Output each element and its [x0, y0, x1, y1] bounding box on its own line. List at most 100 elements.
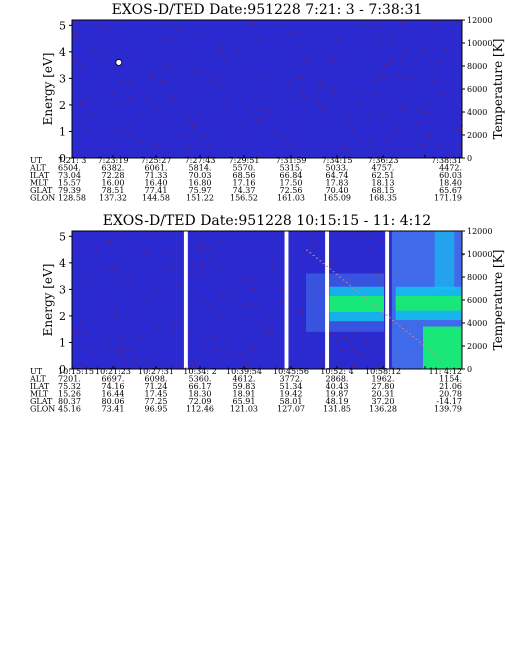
speckle-cell	[101, 141, 103, 143]
table-cell: 1962.	[372, 375, 395, 384]
speckle-cell	[422, 49, 426, 51]
speckle-cell	[72, 21, 74, 23]
table-row-label-glon: GLON	[30, 405, 55, 414]
speckle-cell	[90, 112, 93, 114]
speckle-cell	[253, 24, 256, 26]
trace-dot	[335, 273, 338, 275]
speckle-cell	[302, 63, 306, 65]
speckle-cell	[451, 46, 454, 48]
speckle-cell	[363, 282, 366, 284]
speckle-cell	[175, 285, 178, 287]
speckle-cell	[119, 80, 123, 82]
speckle-cell	[396, 42, 399, 44]
speckle-cell	[313, 243, 316, 245]
speckle-cell	[140, 81, 142, 83]
speckle-cell	[400, 75, 404, 77]
speckle-cell	[302, 98, 305, 100]
table-cell: 79.39	[58, 186, 81, 195]
table-cell: 4612.	[233, 375, 256, 384]
table-cell: 1154.	[439, 375, 462, 384]
trace-dot	[332, 271, 335, 273]
speckle-cell	[359, 137, 362, 139]
speckle-cell	[142, 266, 146, 268]
speckle-cell	[195, 122, 197, 124]
table-cell: 127.07	[277, 405, 305, 414]
speckle-cell	[347, 120, 350, 121]
speckle-cell	[274, 269, 276, 271]
speckle-cell	[376, 271, 379, 273]
speckle-cell	[101, 298, 103, 300]
speckle-cell	[210, 155, 213, 157]
speckle-cell	[157, 85, 161, 86]
trace-dot	[312, 255, 315, 256]
speckle-cell	[364, 354, 366, 356]
speckle-cell	[95, 344, 97, 346]
speckle-cell	[116, 131, 119, 133]
speckle-cell	[189, 32, 191, 34]
speckle-cell	[275, 42, 279, 44]
table-row-label-glat: GLAT	[30, 186, 53, 195]
speckle-cell	[365, 275, 368, 277]
speckle-cell	[341, 143, 343, 145]
speckle-cell	[169, 100, 173, 102]
speckle-cell	[377, 365, 379, 367]
speckle-cell	[313, 285, 315, 287]
speckle-cell	[302, 152, 306, 154]
speckle-cell	[144, 26, 146, 28]
speckle-cell	[193, 72, 196, 74]
speckle-cell	[194, 102, 196, 104]
speckle-cell	[420, 144, 424, 145]
speckle-cell	[343, 117, 346, 119]
table-cell: 7:25:27	[141, 156, 172, 165]
speckle-cell	[191, 126, 194, 127]
speckle-cell	[343, 254, 347, 256]
table-cell: 7:31:59	[276, 156, 307, 165]
speckle-cell	[132, 359, 136, 361]
speckle-cell	[80, 104, 83, 106]
speckle-cell	[362, 362, 364, 364]
speckle-cell	[444, 47, 447, 49]
speckle-cell	[108, 330, 111, 332]
table-cell: 3772.	[280, 375, 303, 384]
trace-dot	[378, 309, 381, 311]
speckle-cell	[165, 339, 167, 340]
speckle-cell	[295, 361, 297, 363]
speckle-cell	[153, 150, 156, 152]
speckle-cell	[351, 362, 354, 364]
speckle-cell	[345, 119, 348, 120]
speckle-cell	[234, 142, 237, 144]
speckle-cell	[261, 231, 264, 233]
speckle-cell	[429, 55, 433, 57]
speckle-cell	[355, 366, 357, 368]
speckle-cell	[192, 138, 195, 140]
speckle-cell	[379, 93, 381, 95]
speckle-cell	[127, 276, 131, 278]
speckle-cell	[101, 57, 104, 59]
table-cell: 45.16	[58, 405, 81, 414]
trace-dot	[425, 347, 428, 348]
speckle-cell	[361, 235, 364, 237]
speckle-cell	[227, 116, 230, 118]
speckle-cell	[159, 23, 163, 25]
speckle-cell	[382, 329, 385, 331]
speckle-cell	[381, 46, 384, 48]
speckle-cell	[222, 314, 225, 316]
speckle-cell	[270, 51, 272, 53]
speckle-cell	[102, 341, 104, 343]
trace-dot	[342, 279, 345, 281]
speckle-cell	[342, 124, 345, 125]
speckle-cell	[118, 41, 122, 43]
speckle-cell	[372, 24, 374, 26]
speckle-cell	[170, 97, 174, 99]
speckle-cell	[105, 148, 107, 150]
table-cell: 66.84	[280, 171, 303, 180]
table-cell: 6061.	[145, 164, 168, 173]
speckle-cell	[284, 138, 286, 140]
speckle-cell	[104, 30, 107, 32]
table-cell: 70.03	[189, 171, 212, 180]
y-right-tick-label: 10000	[467, 250, 492, 259]
table-cell: 5315.	[280, 164, 303, 173]
speckle-cell	[422, 31, 425, 33]
speckle-cell	[184, 133, 187, 135]
speckle-cell	[170, 38, 173, 40]
